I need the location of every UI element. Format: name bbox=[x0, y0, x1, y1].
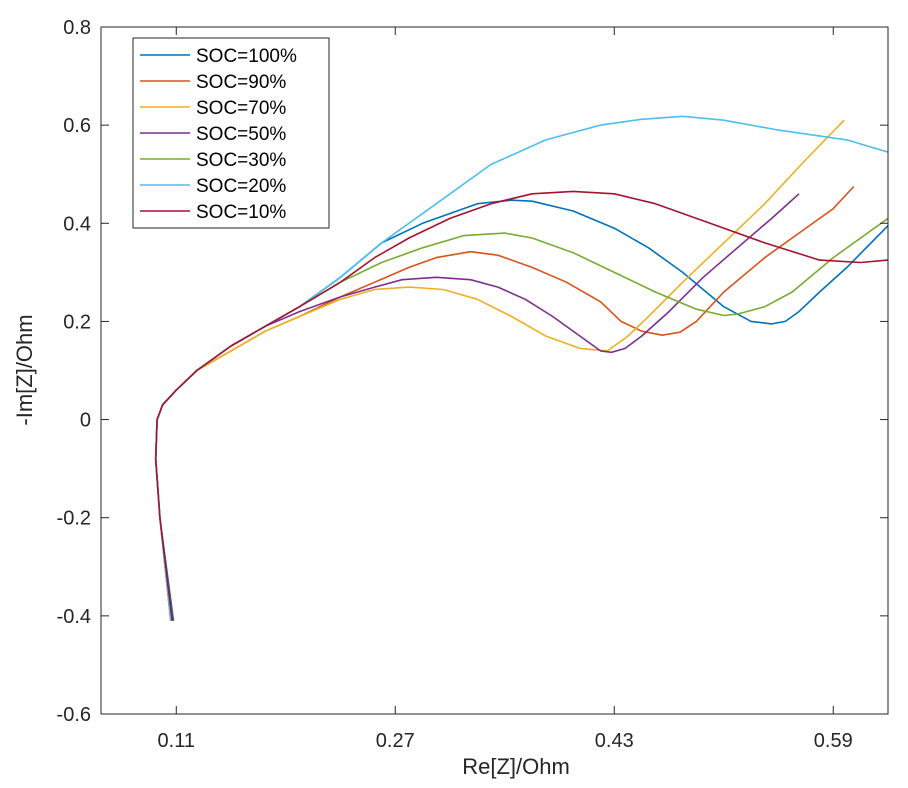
tick-layer: 0.11 0.27 0.43 0.59 -0.6 -0.4 -0.2 0 0.2 0.4 0.6 0.… bbox=[57, 17, 888, 752]
legend-entry-label: SOC=70% bbox=[196, 98, 286, 119]
y-tick-label: -0.6 bbox=[57, 704, 91, 726]
series-layer bbox=[154, 115, 888, 621]
y-tick-label: -0.4 bbox=[57, 606, 91, 628]
y-tick-label: 0 bbox=[80, 410, 91, 432]
legend-entry-label: SOC=30% bbox=[196, 150, 286, 171]
legend-entry-label: SOC=50% bbox=[196, 124, 286, 145]
y-tick-label: 0.8 bbox=[63, 17, 91, 39]
x-tick-label: 0.11 bbox=[158, 730, 195, 752]
y-tick-label: -0.2 bbox=[57, 508, 91, 530]
plot-frame bbox=[100, 26, 889, 715]
y-tick-label: 0.6 bbox=[63, 115, 91, 137]
x-tick-label: 0.43 bbox=[595, 730, 634, 752]
legend: SOC=100% SOC=90% SOC=70% SOC=50% SOC=30% SOC=… bbox=[132, 37, 330, 229]
legend-entry-label: SOC=10% bbox=[196, 202, 286, 223]
series-line-soc-10 bbox=[154, 190, 888, 621]
y-axis-label: -Im[Z]/Ohm bbox=[12, 314, 37, 425]
legend-entry-label: SOC=90% bbox=[196, 72, 286, 93]
x-tick-label: 0.59 bbox=[814, 730, 853, 752]
x-axis-label: Re[Z]/Ohm bbox=[462, 754, 570, 779]
legend-entry-label: SOC=20% bbox=[196, 176, 286, 197]
x-tick-label: 0.27 bbox=[376, 730, 415, 752]
y-tick-label: 0.2 bbox=[63, 311, 91, 333]
legend-entry-label: SOC=100% bbox=[196, 46, 297, 67]
y-tick-label: 0.4 bbox=[63, 213, 91, 235]
